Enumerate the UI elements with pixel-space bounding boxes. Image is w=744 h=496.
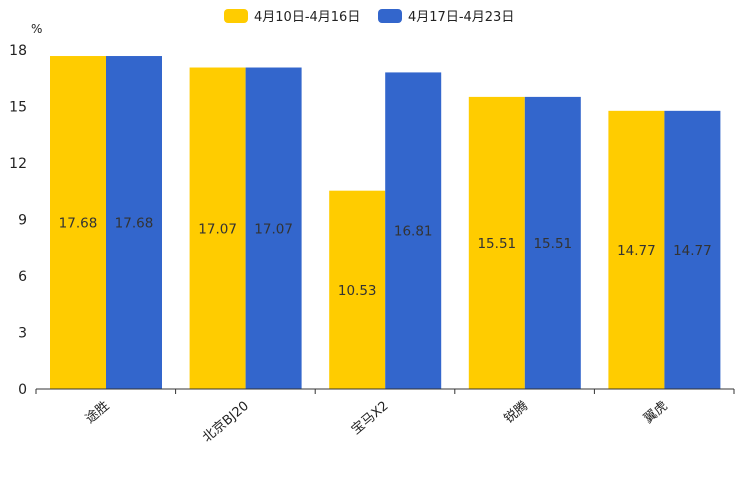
x-category-label: 翼虎 — [641, 399, 671, 427]
y-tick-label: 6 — [18, 269, 27, 285]
y-tick-label: 3 — [18, 326, 27, 342]
legend-item-series-1[interactable]: 4月10日-4月16日 — [224, 9, 360, 25]
bar-series-2[interactable] — [106, 56, 162, 389]
x-category-label: 途胜 — [82, 398, 112, 427]
y-tick-label: 15 — [9, 100, 27, 116]
legend-label: 4月17日-4月23日 — [408, 10, 514, 25]
data-label: 15.51 — [477, 236, 516, 252]
x-category-label: 宝马X2 — [349, 399, 392, 438]
bar-series-2[interactable] — [664, 110, 721, 389]
y-axis-unit-label: % — [31, 22, 42, 36]
data-label: 16.81 — [394, 224, 433, 240]
bar-series-1[interactable] — [608, 110, 665, 389]
data-label: 10.53 — [338, 283, 377, 299]
legend-swatch — [378, 9, 402, 23]
x-category-label: 北京BJ20 — [200, 399, 252, 446]
bars — [50, 56, 721, 390]
data-labels: 17.68 17.07 10.53 15.51 14.77 17.68 17.07 16.81… — [59, 216, 712, 299]
bar-series-1[interactable] — [50, 56, 106, 389]
y-axis-ticks: 0 3 6 9 12 15 18 — [9, 43, 27, 398]
legend[interactable]: 4月10日-4月16日 4月17日-4月23日 — [224, 9, 514, 25]
bar-series-2[interactable] — [245, 67, 302, 389]
y-tick-label: 0 — [18, 382, 27, 398]
data-label: 17.68 — [115, 216, 154, 232]
y-tick-label: 9 — [18, 213, 27, 229]
data-label: 17.68 — [59, 216, 98, 232]
legend-label: 4月10日-4月16日 — [254, 10, 360, 25]
data-label: 14.77 — [673, 243, 712, 259]
x-category-label: 锐腾 — [501, 398, 531, 427]
data-label: 17.07 — [198, 221, 237, 237]
legend-swatch — [224, 9, 248, 23]
bar-series-1[interactable] — [468, 96, 525, 390]
data-label: 14.77 — [617, 243, 656, 259]
bar-series-2[interactable] — [385, 72, 442, 389]
bar-series-2[interactable] — [524, 96, 581, 390]
bar-series-1[interactable] — [189, 67, 246, 389]
legend-item-series-2[interactable]: 4月17日-4月23日 — [378, 9, 514, 25]
data-label: 17.07 — [254, 221, 293, 237]
x-axis: 途胜 北京BJ20 宝马X2 锐腾 翼虎 — [35, 388, 735, 446]
y-tick-label: 18 — [9, 43, 27, 59]
y-tick-label: 12 — [9, 156, 27, 172]
bar-series-1[interactable] — [329, 190, 386, 389]
data-label: 15.51 — [533, 236, 572, 252]
